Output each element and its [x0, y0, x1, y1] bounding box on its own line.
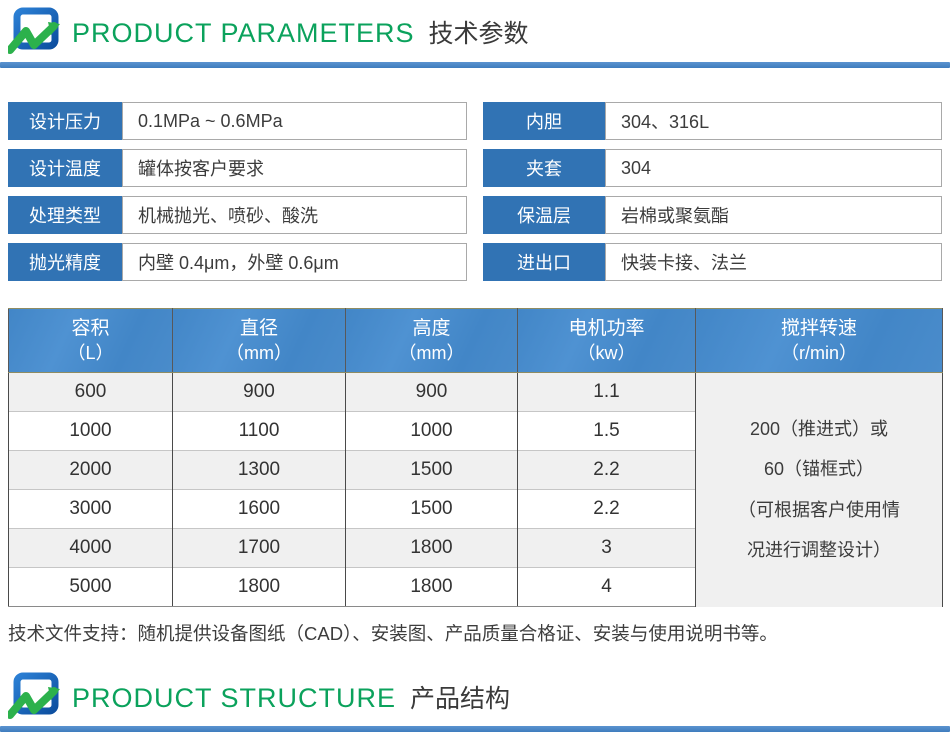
stir-speed-line: 200（推进式）或 — [749, 418, 889, 439]
table-cell: 3000 — [8, 489, 173, 529]
col-header-label: 高度 — [412, 317, 451, 339]
table-cell: 1500 — [345, 489, 518, 529]
param-label: 保温层 — [483, 196, 605, 234]
param-row-inner-tank: 内胆 304、316L — [483, 102, 942, 140]
param-row-design-temperature: 设计温度 罐体按客户要求 — [8, 149, 467, 187]
stir-speed-line: 况进行调整设计） — [747, 540, 891, 561]
table-cell: 1.1 — [517, 372, 696, 412]
table-cell: 1000 — [345, 411, 518, 451]
param-value: 机械抛光、喷砂、酸洗 — [122, 196, 467, 234]
table-cell: 1500 — [345, 450, 518, 490]
table-cell: 1800 — [172, 567, 346, 607]
col-header-volume: 容积 （L） — [8, 308, 173, 373]
table-cell: 3 — [517, 528, 696, 568]
table-row: 2000 1300 1500 2.2 — [8, 450, 943, 490]
param-row-insulation: 保温层 岩棉或聚氨酯 — [483, 196, 942, 234]
brand-logo-icon — [8, 672, 60, 719]
param-label: 设计温度 — [8, 149, 122, 187]
col-header-stir-speed: 搅拌转速 （r/min） — [695, 308, 943, 373]
table-row: 5000 1800 1800 4 — [8, 567, 943, 607]
table-cell: 900 — [172, 372, 346, 412]
col-header-label: 直径 — [239, 317, 278, 339]
table-cell: 600 — [8, 372, 173, 412]
stir-speed-merged-cell: 200（推进式）或 60（锚框式） （可根据客户使用情 况进行调整设计） — [695, 372, 943, 607]
table-cell: 1100 — [172, 411, 346, 451]
col-header-diameter: 直径 （mm） — [172, 308, 346, 373]
param-row-treatment-type: 处理类型 机械抛光、喷砂、酸洗 — [8, 196, 467, 234]
table-cell: 4000 — [8, 528, 173, 568]
col-header-unit: （r/min） — [781, 343, 857, 364]
param-value: 0.1MPa ~ 0.6MPa — [122, 102, 467, 140]
section-title-zh: 技术参数 — [428, 20, 529, 48]
param-row-design-pressure: 设计压力 0.1MPa ~ 0.6MPa — [8, 102, 467, 140]
section-header-parameters: PRODUCT PARAMETERS 技术参数 — [0, 0, 950, 62]
stir-speed-line: （可根据客户使用情 — [738, 499, 900, 520]
param-value: 304 — [605, 149, 942, 187]
table-row: 600 900 900 1.1 200（推进式）或 60（锚框式） （可根据客户… — [8, 372, 943, 607]
section-title-zh: 产品结构 — [410, 685, 511, 713]
brand-logo-icon — [8, 7, 60, 54]
col-header-unit: （L） — [67, 343, 114, 364]
param-row-inlet-outlet: 进出口 快装卡接、法兰 — [483, 243, 942, 281]
section-title-en: PRODUCT PARAMETERS — [72, 18, 415, 48]
table-row: 4000 1700 1800 3 — [8, 528, 943, 568]
param-label: 进出口 — [483, 243, 605, 281]
table-cell: 2000 — [8, 450, 173, 490]
table-cell: 1000 — [8, 411, 173, 451]
param-label: 设计压力 — [8, 102, 122, 140]
table-cell: 1300 — [172, 450, 346, 490]
section-title: PRODUCT STRUCTURE 产品结构 — [72, 679, 510, 715]
table-cell: 2.2 — [517, 450, 696, 490]
col-header-unit: （mm） — [226, 343, 292, 364]
param-value: 罐体按客户要求 — [122, 149, 467, 187]
table-row: 3000 1600 1500 2.2 — [8, 489, 943, 529]
table-cell: 2.2 — [517, 489, 696, 529]
param-value: 快装卡接、法兰 — [605, 243, 942, 281]
table-cell: 5000 — [8, 567, 173, 607]
param-label: 处理类型 — [8, 196, 122, 234]
table-cell: 4 — [517, 567, 696, 607]
tech-docs-footnote: 技术文件支持：随机提供设备图纸（CAD）、安装图、产品质量合格证、安装与使用说明… — [8, 623, 778, 644]
section-title-en: PRODUCT STRUCTURE — [72, 683, 397, 713]
stir-speed-line: 60（锚框式） — [763, 459, 875, 480]
col-header-label: 容积 — [71, 317, 110, 339]
param-row-polish-precision: 抛光精度 内壁 0.4μm，外壁 0.6μm — [8, 243, 467, 281]
section-underline — [0, 726, 950, 732]
param-label: 内胆 — [483, 102, 605, 140]
table-cell: 1800 — [345, 567, 518, 607]
table-cell: 1800 — [345, 528, 518, 568]
col-header-unit: （kw） — [577, 343, 636, 364]
table-cell: 1.5 — [517, 411, 696, 451]
col-header-motor-power: 电机功率 （kw） — [517, 308, 696, 373]
param-value: 304、316L — [605, 102, 942, 140]
param-label: 夹套 — [483, 149, 605, 187]
table-cell: 1600 — [172, 489, 346, 529]
param-label: 抛光精度 — [8, 243, 122, 281]
param-value: 岩棉或聚氨酯 — [605, 196, 942, 234]
section-header-structure: PRODUCT STRUCTURE 产品结构 — [0, 665, 950, 727]
table-row: 1000 1100 1000 1.5 — [8, 411, 943, 451]
table-cell: 900 — [345, 372, 518, 412]
table-cell: 1700 — [172, 528, 346, 568]
col-header-unit: （mm） — [398, 343, 465, 364]
spec-table-header-row: 容积 （L） 直径 （mm） 高度 （mm） 电机功率 （kw） 搅拌转速 — [8, 308, 943, 373]
param-value: 内壁 0.4μm，外壁 0.6μm — [122, 243, 467, 281]
col-header-label: 搅拌转速 — [780, 317, 857, 339]
param-row-jacket: 夹套 304 — [483, 149, 942, 187]
col-header-height: 高度 （mm） — [345, 308, 518, 373]
spec-table: 容积 （L） 直径 （mm） 高度 （mm） 电机功率 （kw） 搅拌转速 — [8, 308, 943, 607]
section-underline — [0, 62, 950, 68]
col-header-label: 电机功率 — [568, 317, 645, 339]
section-title: PRODUCT PARAMETERS 技术参数 — [72, 14, 529, 50]
